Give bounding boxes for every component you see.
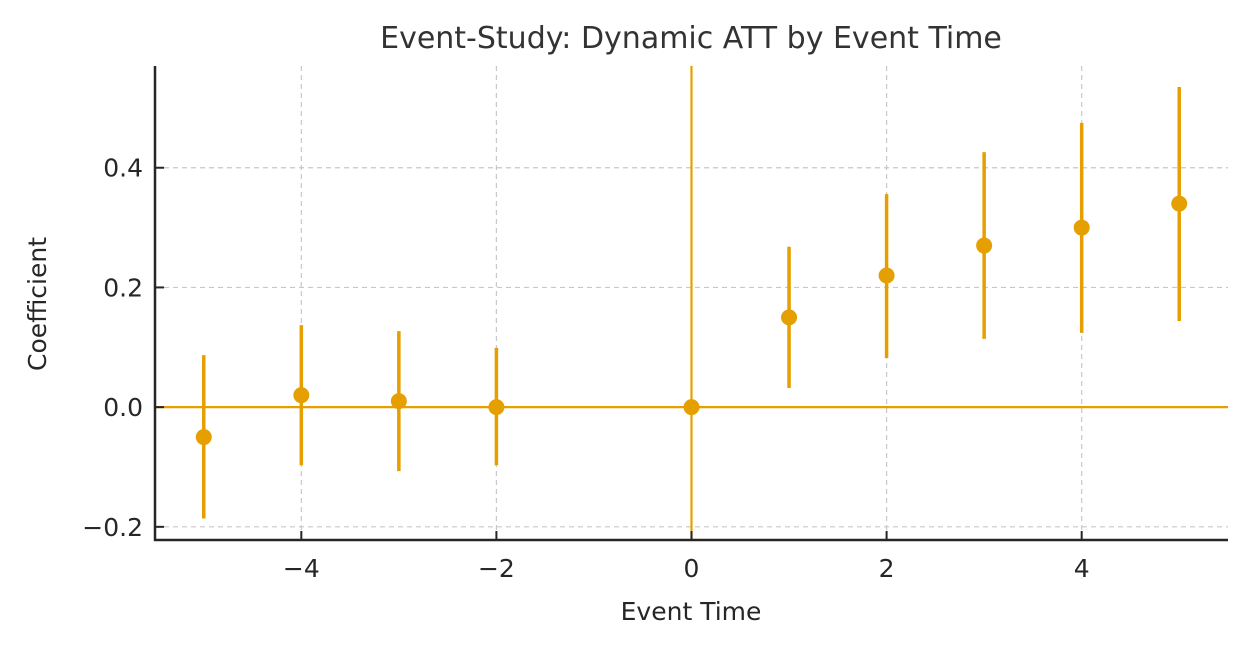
x-tick-label: 2 [879,554,895,583]
y-tick-label: −0.2 [82,513,143,542]
y-tick-label: 0.2 [103,273,143,302]
x-axis-label: Event Time [621,597,762,626]
y-axis-ticks: −0.2 0.0 0.2 0.4 [82,154,164,542]
data-point [1073,219,1090,236]
series-att [195,86,1188,519]
chart-title: Event-Study: Dynamic ATT by Event Time [380,21,1002,56]
data-point [976,237,993,254]
data-point [195,429,212,446]
x-tick-label: 0 [684,554,700,583]
reference-lines [155,66,1228,540]
x-axis-ticks: −4 −2 0 2 4 [283,531,1090,583]
y-axis-label: Coefficient [23,237,52,371]
data-point [683,399,700,416]
x-tick-label: −2 [478,554,515,583]
data-point [390,393,407,410]
x-tick-label: −4 [283,554,320,583]
x-tick-label: 4 [1074,554,1090,583]
data-point [488,399,505,416]
y-tick-label: 0.0 [103,393,143,422]
y-tick-label: 0.4 [103,154,143,183]
data-point [1171,195,1188,212]
data-point [293,387,310,404]
data-point [878,267,895,284]
data-point [781,309,798,326]
